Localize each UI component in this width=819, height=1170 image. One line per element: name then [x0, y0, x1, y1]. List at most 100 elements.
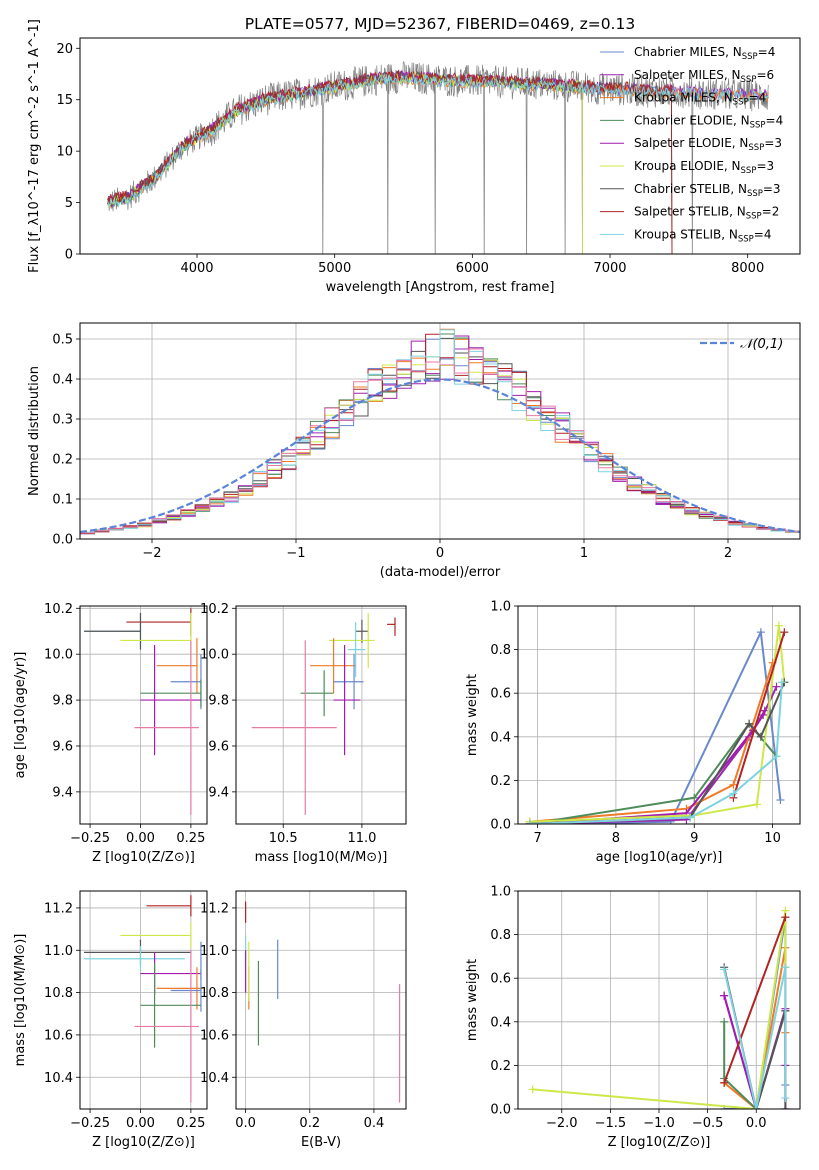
legend-label: Chabrier MILES, NSSP=4: [634, 45, 775, 62]
legend-count: =4: [758, 45, 776, 59]
model-spectrum-line: [107, 70, 583, 254]
x-tick-label: 10.5: [269, 831, 298, 846]
model-spectrum-line: [107, 69, 673, 254]
spectrum-lines: [107, 60, 769, 254]
x-tick-label: 0.25: [176, 1116, 205, 1131]
y-axis-label: Flux [f_λ10^-17 erg cm^-2 s^-1 A^-1]: [27, 19, 42, 273]
figure-title: PLATE=0577, MJD=52367, FIBERID=0469, z=0…: [245, 15, 635, 33]
legend-count: =3: [764, 136, 782, 150]
y-axis-label: age [log10(age/yr)]: [13, 652, 28, 779]
y-tick-label: 0.2: [490, 1059, 511, 1074]
x-tick-label: 10: [764, 831, 781, 846]
y-tick-label: 0.8: [490, 928, 511, 943]
y-tick-label: 0.1: [52, 493, 73, 508]
x-tick-label: −0.25: [70, 831, 110, 846]
x-tick-label: 0.00: [126, 831, 155, 846]
y-tick-label: 10.8: [44, 986, 73, 1001]
axes-frame: [517, 890, 801, 1110]
error-bars: [84, 608, 202, 815]
legend-label: Chabrier ELODIE, NSSP=4: [634, 113, 783, 130]
y-axis-label: mass weight: [465, 674, 480, 756]
model-spectrum-line: [107, 73, 769, 208]
legend-count: =3: [756, 159, 774, 173]
mass_vs_Z-panel: −0.25 0.00 0.25 10.4 10.6 10.8 11.0 11.2 Z [log1…: [13, 890, 208, 1150]
weight-line: [723, 916, 787, 1084]
histograms: [80, 328, 800, 539]
x-tick-label: 0.4: [364, 1116, 385, 1131]
y-tick-label: 1.0: [490, 600, 511, 615]
weight-line: [529, 710, 766, 824]
x-axis-label: Z [log10(Z/Z⊙)]: [92, 850, 195, 865]
axes-frame: [235, 890, 407, 1110]
y-tick-label: 10.6: [200, 1028, 229, 1043]
legend-count: =4: [754, 227, 772, 241]
y-tick-label: 0.2: [490, 774, 511, 789]
x-axis-label: Z [log10(Z/Z⊙)]: [608, 1135, 711, 1150]
spectrum-panel: 4000 5000 6000 7000 8000 0 5 10 15 20 wavelength […: [27, 19, 801, 295]
legend-label: Salpeter STELIB, NSSP=2: [634, 205, 779, 222]
residual-histogram: [80, 348, 800, 539]
y-tick-label: 9.8: [208, 694, 229, 709]
legend-subscript: SSP: [746, 212, 762, 222]
legend-count: =4: [749, 91, 767, 105]
x-tick-label: 9: [690, 831, 698, 846]
legend-label: Chabrier STELIB, NSSP=3: [634, 182, 781, 199]
y-tick-label: 0.5: [52, 333, 73, 348]
legend-subscript: SSP: [741, 75, 757, 85]
y-axis-label: mass [log10(M/M⊙)]: [13, 934, 28, 1067]
y-tick-label: 0.0: [52, 533, 73, 548]
y-tick-label: 0.4: [490, 1015, 511, 1030]
y-tick-label: 10.0: [44, 648, 73, 663]
model-spectrum-line: [107, 70, 583, 254]
x-tick-label: 6000: [456, 261, 489, 276]
y-tick-label: 20: [56, 42, 73, 57]
weight-line: [723, 967, 787, 1109]
x-tick-label: −0.5: [692, 1116, 724, 1131]
error-bars: [84, 895, 202, 1103]
legend-label: Salpeter MILES, NSSP=6: [634, 68, 774, 85]
axes-frame: [79, 605, 208, 825]
x-tick-label: 0.2: [299, 1116, 320, 1131]
x-tick-label: 8: [612, 831, 620, 846]
x-tick-label: 1: [580, 546, 588, 561]
axes-frame: [79, 322, 801, 540]
x-tick-label: 0: [436, 546, 444, 561]
x-tick-label: 11.0: [347, 831, 376, 846]
y-tick-label: 11.0: [200, 944, 229, 959]
x-tick-label: 4000: [180, 261, 213, 276]
y-tick-label: 1.0: [490, 885, 511, 900]
y-tick-label: 0: [65, 248, 73, 263]
legend-label: Kroupa STELIB, NSSP=4: [634, 227, 772, 244]
y-tick-label: 0.4: [490, 730, 511, 745]
x-axis-label: Z [log10(Z/Z⊙)]: [92, 1135, 195, 1150]
y-tick-label: 11.2: [44, 901, 73, 916]
x-tick-label: −2.0: [546, 1116, 578, 1131]
x-tick-label: −0.25: [70, 1116, 110, 1131]
legend-subscript: SSP: [733, 98, 749, 108]
mass_weight_vs_age-panel: 7 8 9 10 0.0 0.2 0.4 0.6 0.8 1.0 age [log10(age/yr…: [465, 600, 801, 865]
x-tick-label: 0.0: [235, 1116, 256, 1131]
y-tick-label: 10.0: [200, 648, 229, 663]
mass_vs_ebv-panel: 0.0 0.2 0.4 10.4 10.6 10.8 11.0 11.2 E(B-V): [200, 890, 407, 1150]
x-axis-label: wavelength [Angstrom, rest frame]: [326, 280, 555, 295]
x-tick-label: 2: [724, 546, 732, 561]
y-tick-label: 0.6: [490, 687, 511, 702]
model-spectrum-line: [107, 71, 583, 254]
y-tick-label: 9.8: [52, 694, 73, 709]
legend-count: =6: [756, 68, 774, 82]
y-tick-label: 0.2: [52, 453, 73, 468]
y-tick-label: 0.4: [52, 373, 73, 388]
mass_weight_vs_Z-panel: −2.0 −1.5 −1.0 −0.5 0.0 0.0 0.2 0.4 0.6 0.8 1.0 Z […: [465, 885, 801, 1150]
x-axis-label: E(B-V): [301, 1135, 341, 1150]
y-tick-label: 11.2: [200, 901, 229, 916]
y-tick-label: 9.4: [208, 785, 229, 800]
axes-frame: [79, 37, 801, 255]
x-axis-label: (data-model)/error: [380, 565, 501, 580]
axes-frame: [79, 890, 208, 1110]
x-tick-label: −1: [286, 546, 305, 561]
x-axis-label: age [log10(age/yr)]: [596, 850, 723, 865]
axes-frame: [235, 605, 407, 825]
y-tick-label: 10.4: [200, 1071, 229, 1086]
x-tick-label: 0.00: [126, 1116, 155, 1131]
